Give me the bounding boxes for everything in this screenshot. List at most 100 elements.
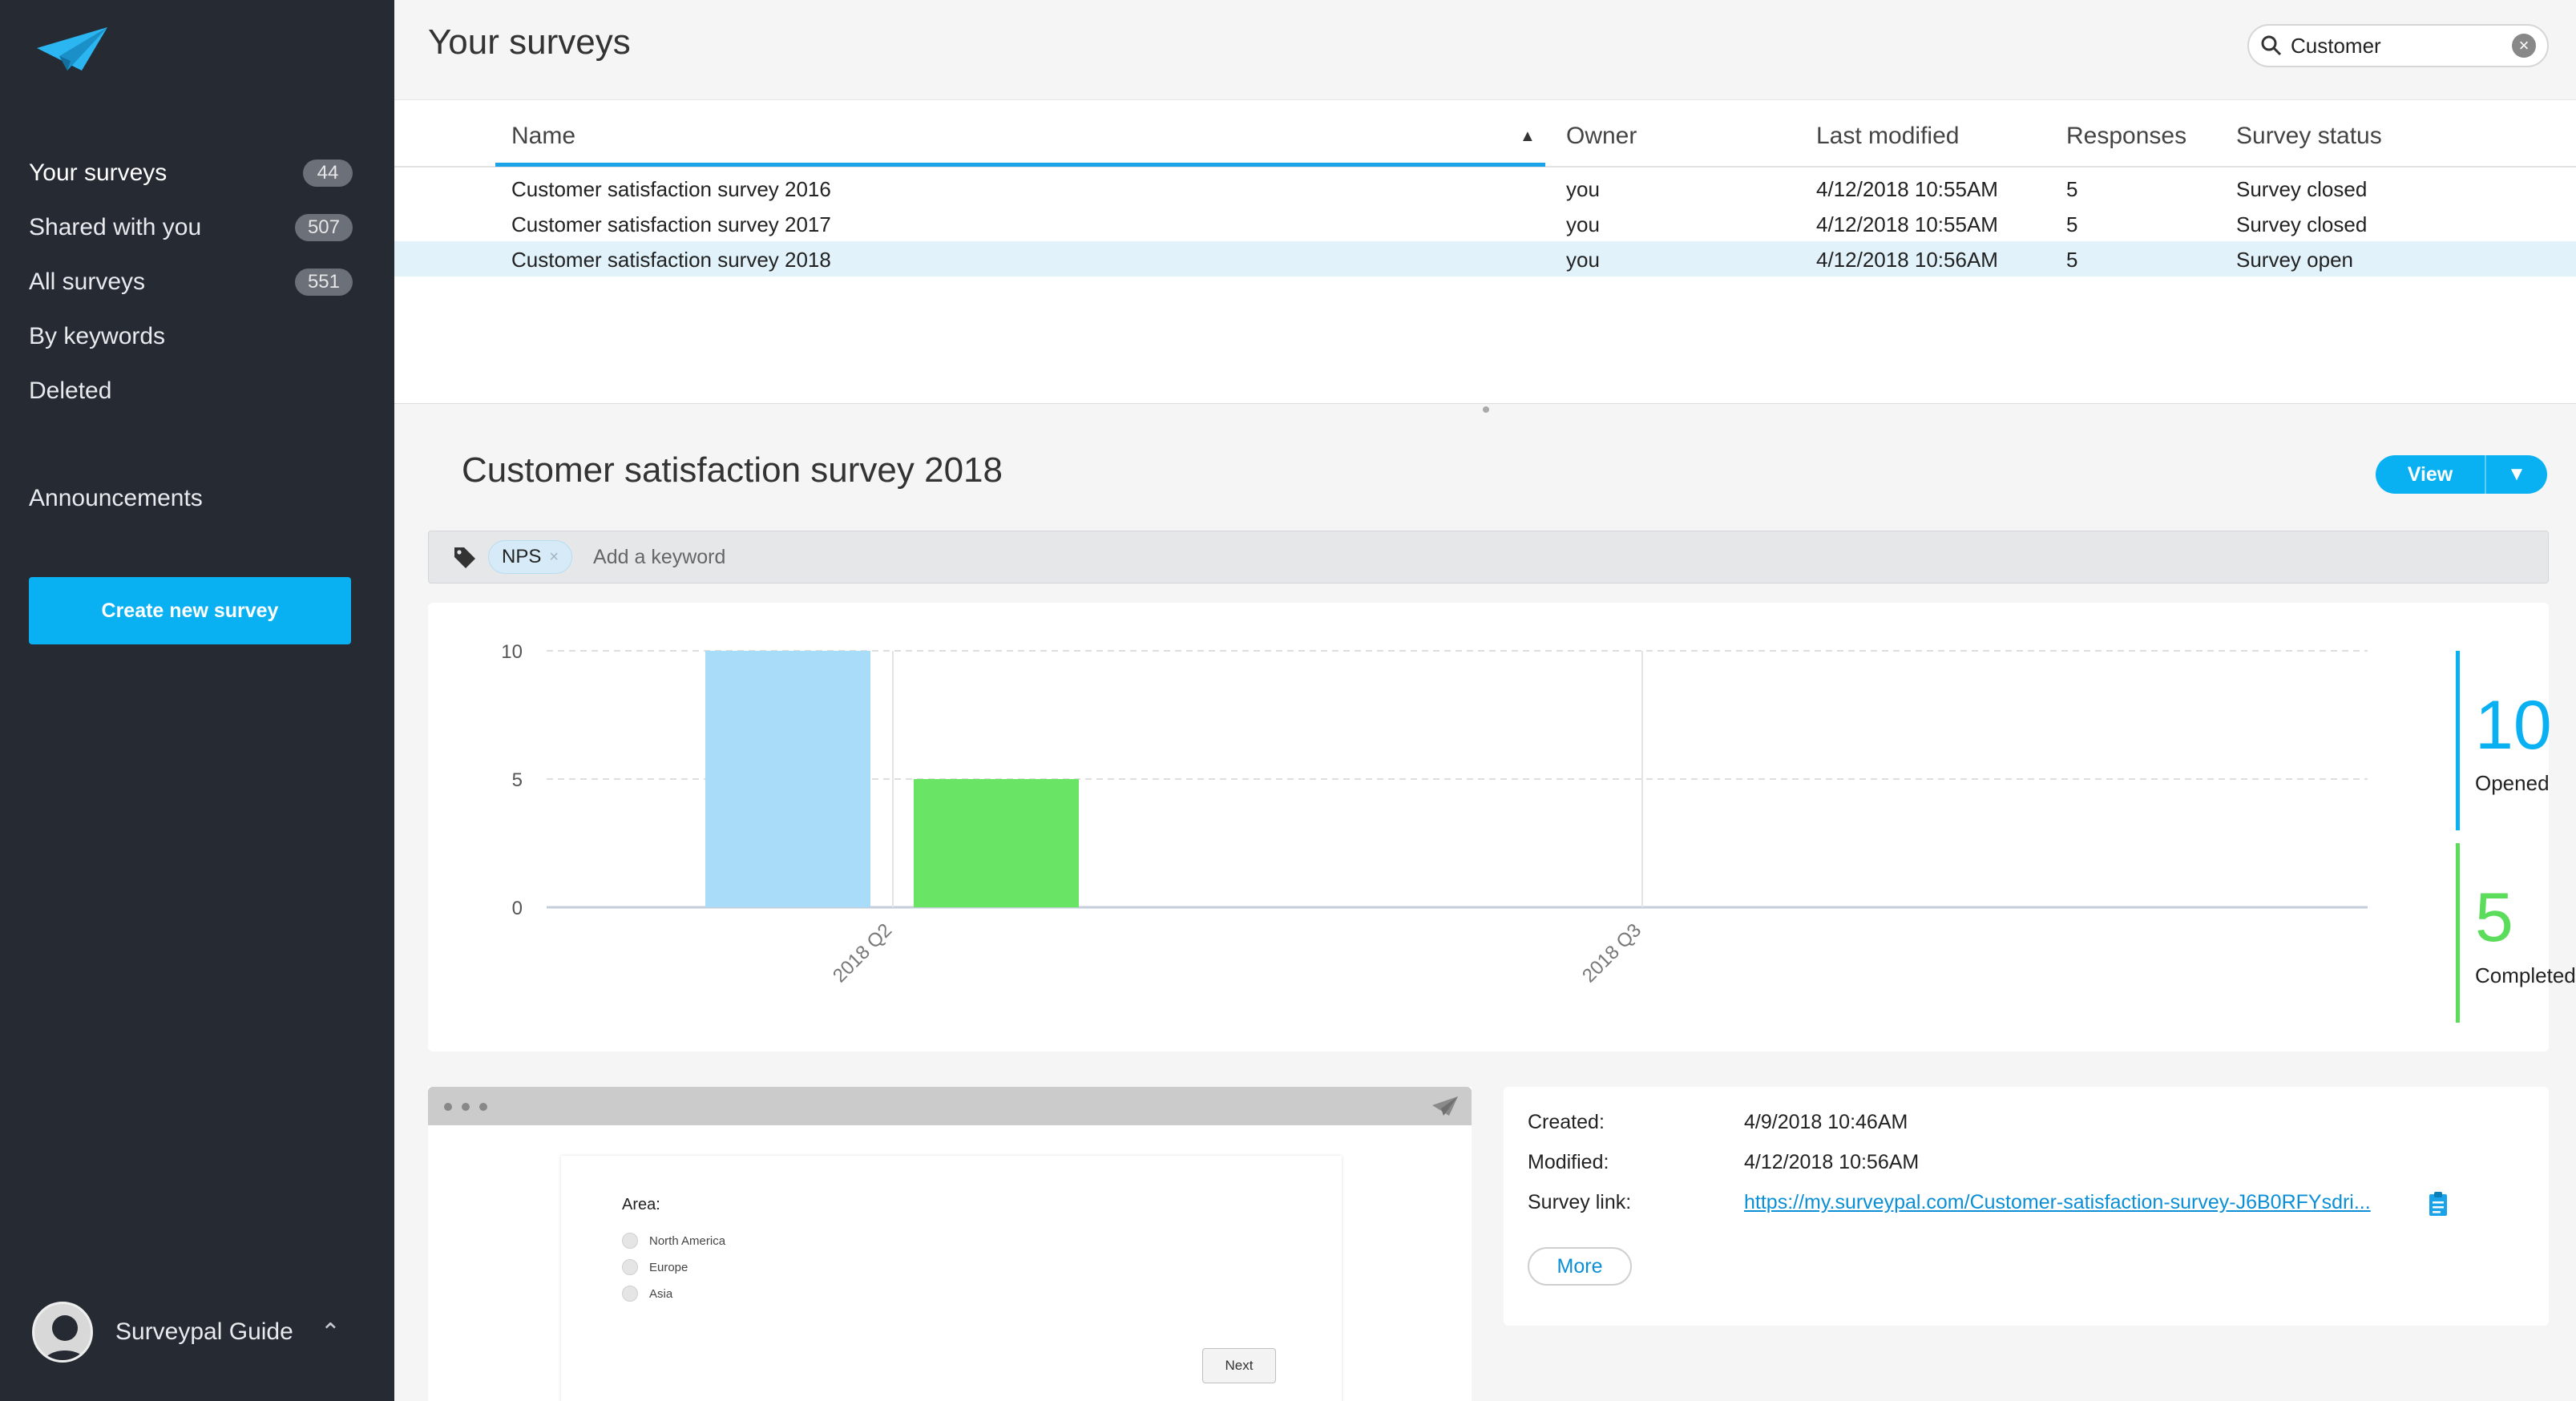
- count-badge: 507: [294, 214, 353, 241]
- radio-option-label: Asia: [649, 1286, 673, 1301]
- cell-status: Survey open: [2236, 248, 2353, 272]
- radio-option-label: Europe: [649, 1260, 688, 1274]
- resize-handle[interactable]: [1483, 406, 1489, 413]
- cell-modified: 4/12/2018 10:56AM: [1816, 248, 1998, 272]
- cell-name: Customer satisfaction survey 2017: [511, 212, 831, 236]
- sidebar-item-by-keywords[interactable]: By keywords: [29, 316, 353, 357]
- preview-window-bar: [428, 1087, 1472, 1125]
- search-input[interactable]: [2291, 33, 2512, 59]
- sidebar-item-label: Deleted: [29, 378, 112, 404]
- view-button[interactable]: View: [2376, 455, 2486, 494]
- window-dot: [462, 1103, 470, 1111]
- created-value: 4/9/2018 10:46AM: [1744, 1111, 1908, 1133]
- window-dot: [444, 1103, 452, 1111]
- create-new-survey-button[interactable]: Create new survey: [29, 577, 351, 644]
- page-title: Your surveys: [428, 22, 631, 62]
- count-badge: 551: [294, 268, 353, 296]
- add-keyword-input[interactable]: [593, 545, 1075, 569]
- cell-modified: 4/12/2018 10:55AM: [1816, 177, 1998, 201]
- survey-preview[interactable]: Area: North America Europe Asia Next: [428, 1087, 1472, 1401]
- sidebar-item-your-surveys[interactable]: Your surveys 44: [29, 152, 353, 194]
- survey-detail-title: Customer satisfaction survey 2018: [462, 450, 1003, 490]
- sidebar-item-announcements[interactable]: Announcements: [29, 478, 353, 519]
- remove-keyword-icon[interactable]: ×: [549, 547, 559, 566]
- view-button-group: View ▼: [2376, 455, 2547, 494]
- view-dropdown-caret-icon[interactable]: ▼: [2486, 455, 2547, 494]
- cell-responses: 5: [2066, 248, 2078, 272]
- cell-status: Survey closed: [2236, 177, 2368, 201]
- paper-plane-icon: [1432, 1096, 1458, 1116]
- stat-opened: 10 Opened: [2456, 651, 2576, 830]
- sort-ascending-icon[interactable]: ▲: [1520, 127, 1536, 145]
- column-header-responses[interactable]: Responses: [2066, 123, 2187, 149]
- radio-option: Europe: [622, 1259, 688, 1275]
- search-box: ×: [2247, 24, 2549, 67]
- table-row-selected[interactable]: Customer satisfaction survey 2018 you 4/…: [394, 241, 2576, 277]
- tag-icon: [454, 547, 475, 568]
- window-dot: [479, 1103, 487, 1111]
- user-name: Surveypal Guide: [115, 1318, 293, 1345]
- cell-name: Customer satisfaction survey 2016: [511, 177, 831, 201]
- cell-owner: you: [1566, 212, 1600, 236]
- survey-info-card: Created: 4/9/2018 10:46AM Modified: 4/12…: [1504, 1087, 2549, 1326]
- avatar: [32, 1302, 93, 1363]
- modified-value: 4/12/2018 10:56AM: [1744, 1151, 1920, 1173]
- count-badge: 44: [303, 159, 353, 187]
- y-tick-label: 10: [501, 641, 523, 663]
- more-button[interactable]: More: [1528, 1247, 1632, 1286]
- column-header-name[interactable]: Name: [511, 123, 576, 149]
- cell-responses: 5: [2066, 177, 2078, 201]
- copy-to-clipboard-icon[interactable]: [2429, 1191, 2448, 1217]
- search-icon: [2261, 35, 2282, 56]
- next-button: Next: [1202, 1348, 1276, 1383]
- sidebar-item-label: Your surveys: [29, 159, 168, 186]
- radio-option-label: North America: [649, 1233, 726, 1248]
- radio-button: [622, 1259, 638, 1275]
- keyword-chip-label: NPS: [502, 546, 542, 567]
- survey-table: Name ▲ Owner Last modified Responses Sur…: [394, 99, 2576, 404]
- column-header-survey-status[interactable]: Survey status: [2236, 123, 2382, 149]
- keywords-bar: NPS ×: [428, 531, 2549, 583]
- stat-completed: 5 Completed: [2456, 843, 2576, 1023]
- sidebar-item-shared-with-you[interactable]: Shared with you 507: [29, 207, 353, 248]
- clear-search-icon[interactable]: ×: [2512, 34, 2536, 58]
- cell-owner: you: [1566, 248, 1600, 272]
- y-tick-label: 5: [512, 769, 523, 791]
- table-row[interactable]: Customer satisfaction survey 2016 you 4/…: [394, 171, 2576, 206]
- table-row[interactable]: Customer satisfaction survey 2017 you 4/…: [394, 206, 2576, 241]
- sidebar-item-all-surveys[interactable]: All surveys 551: [29, 261, 353, 303]
- stat-label: Opened: [2475, 771, 2550, 795]
- sidebar-item-label: Announcements: [29, 485, 203, 511]
- column-header-owner[interactable]: Owner: [1566, 123, 1637, 149]
- stat-value: 10: [2475, 687, 2552, 764]
- keyword-chip[interactable]: NPS ×: [488, 540, 573, 574]
- paper-plane-logo-icon[interactable]: [35, 24, 109, 75]
- sidebar-item-label: By keywords: [29, 323, 166, 349]
- header-divider: [394, 166, 2576, 168]
- responses-bar-chart: 0 5 10 2018 Q2 2018 Q3: [501, 641, 2368, 987]
- user-silhouette-icon: [43, 1315, 87, 1360]
- radio-button: [622, 1286, 638, 1302]
- stat-accent-bar: [2456, 843, 2460, 1023]
- cell-name: Customer satisfaction survey 2018: [511, 248, 831, 272]
- stat-label: Completed: [2475, 963, 2576, 987]
- radio-button: [622, 1233, 638, 1249]
- user-menu[interactable]: Surveypal Guide ⌃: [32, 1298, 369, 1366]
- radio-option: Asia: [622, 1286, 672, 1302]
- sidebar-item-deleted[interactable]: Deleted: [29, 370, 353, 412]
- cell-status: Survey closed: [2236, 212, 2368, 236]
- cell-modified: 4/12/2018 10:55AM: [1816, 212, 1998, 236]
- cell-responses: 5: [2066, 212, 2078, 236]
- sidebar: Your surveys 44 Shared with you 507 All …: [0, 0, 394, 1401]
- stat-accent-bar: [2456, 651, 2460, 830]
- radio-option: North America: [622, 1233, 725, 1249]
- y-tick-label: 0: [512, 898, 523, 919]
- modified-label: Modified:: [1528, 1151, 1609, 1173]
- created-label: Created:: [1528, 1111, 1605, 1133]
- column-header-last-modified[interactable]: Last modified: [1816, 123, 1960, 149]
- sidebar-item-label: Shared with you: [29, 214, 202, 240]
- chevron-up-icon[interactable]: ⌃: [320, 1318, 341, 1346]
- chart-card: 0 5 10 2018 Q2 2018 Q3 10 Opened 5 Completed: [428, 603, 2576, 1052]
- survey-link-label: Survey link:: [1528, 1191, 1632, 1213]
- survey-link[interactable]: https://my.surveypal.com/Customer-satisf…: [1744, 1191, 2371, 1213]
